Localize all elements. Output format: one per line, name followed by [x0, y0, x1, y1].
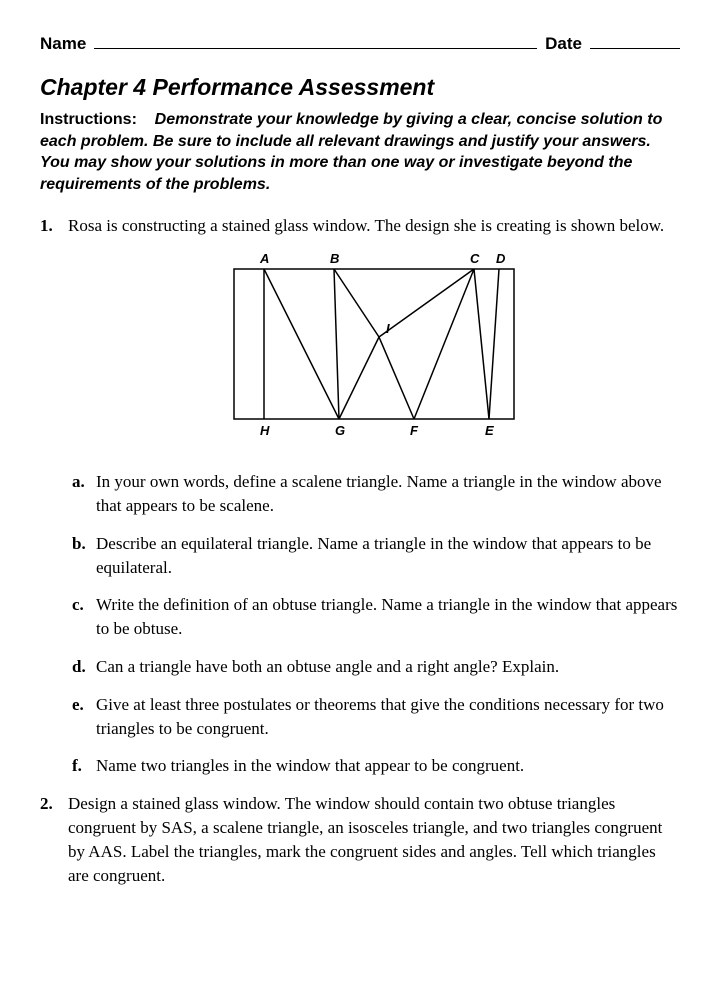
- question-1: 1. Rosa is constructing a stained glass …: [68, 214, 680, 779]
- q1e-letter: e.: [72, 693, 84, 717]
- instructions-lead: Instructions:: [40, 111, 137, 128]
- q1-part-d: d. Can a triangle have both an obtuse an…: [96, 655, 680, 679]
- svg-text:G: G: [335, 423, 345, 438]
- name-label: Name: [40, 34, 86, 54]
- q1c-text: Write the definition of an obtuse triang…: [96, 595, 677, 638]
- name-blank[interactable]: [94, 30, 537, 49]
- svg-text:E: E: [485, 423, 494, 438]
- instructions: Instructions: Demonstrate your knowledge…: [40, 109, 680, 195]
- q1a-text: In your own words, define a scalene tria…: [96, 472, 662, 515]
- q2-number: 2.: [40, 792, 53, 816]
- q1b-text: Describe an equilateral triangle. Name a…: [96, 534, 651, 577]
- q1a-letter: a.: [72, 470, 85, 494]
- q1d-letter: d.: [72, 655, 86, 679]
- question-list: 1. Rosa is constructing a stained glass …: [40, 214, 680, 888]
- q1f-text: Name two triangles in the window that ap…: [96, 756, 524, 775]
- q2-text: Design a stained glass window. The windo…: [68, 794, 662, 884]
- header-row: Name Date: [40, 30, 680, 54]
- q1-part-e: e. Give at least three postulates or the…: [96, 693, 680, 741]
- q1-part-b: b. Describe an equilateral triangle. Nam…: [96, 532, 680, 580]
- svg-text:B: B: [330, 251, 339, 266]
- svg-text:A: A: [259, 251, 269, 266]
- q1-number: 1.: [40, 214, 53, 238]
- q1c-letter: c.: [72, 593, 84, 617]
- q1-part-c: c. Write the definition of an obtuse tri…: [96, 593, 680, 641]
- svg-text:D: D: [496, 251, 506, 266]
- q1e-text: Give at least three postulates or theore…: [96, 695, 664, 738]
- q1d-text: Can a triangle have both an obtuse angle…: [96, 657, 559, 676]
- q1b-letter: b.: [72, 532, 86, 556]
- q1-text: Rosa is constructing a stained glass win…: [68, 216, 664, 235]
- svg-text:I: I: [386, 321, 390, 336]
- svg-text:H: H: [260, 423, 270, 438]
- q1-part-a: a. In your own words, define a scalene t…: [96, 470, 680, 518]
- chapter-title: Chapter 4 Performance Assessment: [40, 74, 680, 101]
- q1-subparts: a. In your own words, define a scalene t…: [68, 470, 680, 778]
- q1-part-f: f. Name two triangles in the window that…: [96, 754, 680, 778]
- q1f-letter: f.: [72, 754, 82, 778]
- date-blank[interactable]: [590, 30, 680, 49]
- window-diagram-svg: A B C D H G F E I: [204, 247, 544, 447]
- svg-text:C: C: [470, 251, 480, 266]
- date-label: Date: [545, 34, 582, 54]
- q1-diagram: A B C D H G F E I: [68, 247, 680, 454]
- svg-text:F: F: [410, 423, 419, 438]
- question-2: 2. Design a stained glass window. The wi…: [68, 792, 680, 887]
